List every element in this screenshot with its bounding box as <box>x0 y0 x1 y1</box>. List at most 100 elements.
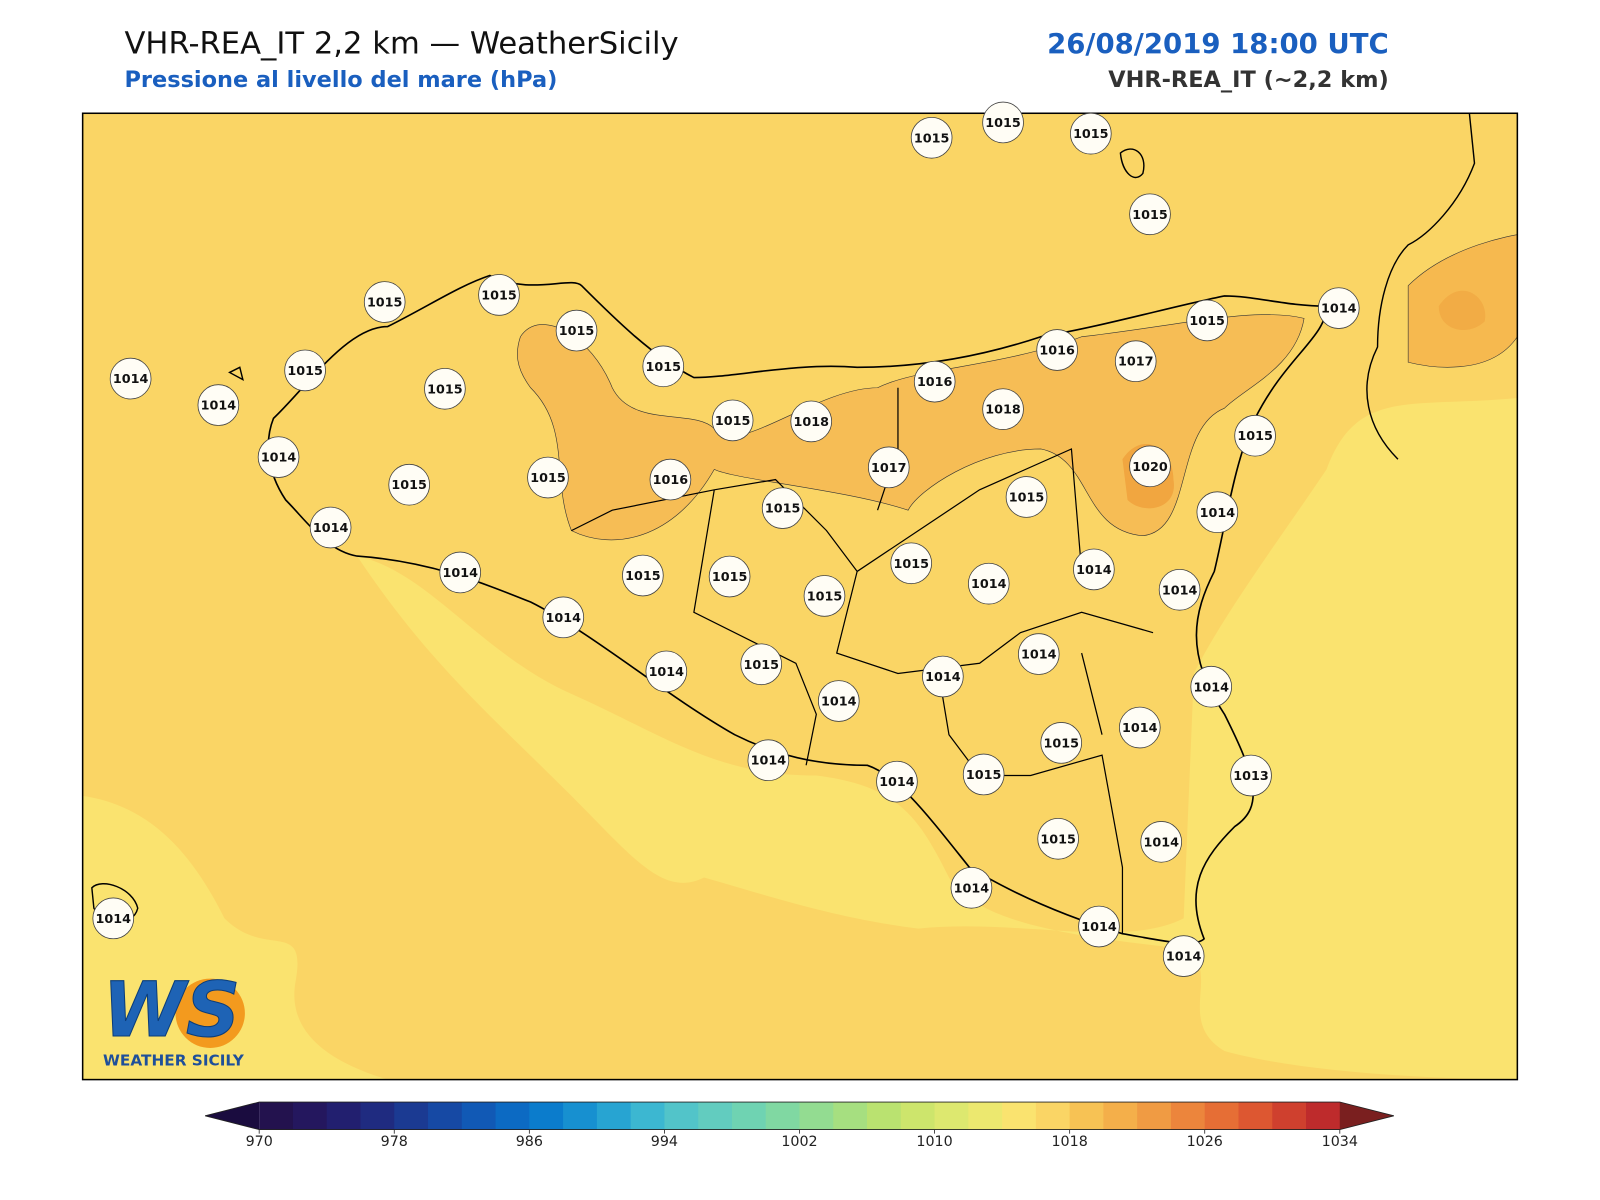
colorbar-bin <box>428 1102 463 1130</box>
station-value: 1014 <box>751 754 787 769</box>
station-value: 1014 <box>1193 680 1229 695</box>
station-value: 1014 <box>821 695 857 710</box>
station-value: 1015 <box>1040 832 1076 847</box>
station-marker <box>257 436 300 478</box>
station-value: 1016 <box>653 473 689 488</box>
colorbar-bin <box>799 1102 834 1130</box>
station-marker <box>439 551 482 594</box>
station-value: 1014 <box>313 521 349 536</box>
station-value: 1014 <box>1166 950 1202 965</box>
station-marker <box>962 753 1005 796</box>
station-value: 1015 <box>807 589 842 604</box>
title: VHR-REA_IT 2,2 km — WeatherSicily <box>124 26 678 61</box>
station-value: 1016 <box>917 375 953 390</box>
colorbar: 970 978 986 994 1002 1010 1018 1026 1034 <box>205 1101 1394 1150</box>
colorbar-over <box>1339 1102 1394 1130</box>
station-value: 1017 <box>871 461 906 476</box>
logo-caption: WEATHER SICILY <box>103 1052 245 1070</box>
station-value: 1015 <box>625 569 661 584</box>
station-value: 1014 <box>201 399 237 414</box>
station-value: 1015 <box>715 414 751 429</box>
station-marker <box>890 542 933 585</box>
station-marker <box>478 274 520 316</box>
colorbar-bin <box>292 1102 328 1130</box>
station-value: 1014 <box>1021 648 1057 663</box>
station-value: 1014 <box>96 912 132 927</box>
station-marker <box>649 458 692 501</box>
colorbar-bin <box>259 1102 294 1130</box>
colorbar-bin <box>833 1102 868 1130</box>
station-marker <box>1036 329 1078 371</box>
colorbar-bin <box>360 1102 395 1130</box>
colorbar-bin <box>1204 1102 1239 1130</box>
logo-sun <box>175 978 245 1048</box>
station-marker <box>1317 287 1360 329</box>
station-marker <box>309 506 352 549</box>
station-marker <box>1073 548 1115 591</box>
colorbar-tick-label: 1018 <box>1051 1134 1087 1150</box>
station-value: 1015 <box>367 296 403 311</box>
station-value: 1014 <box>546 611 582 626</box>
station-value: 1018 <box>793 415 829 430</box>
colorbar-bin <box>495 1102 530 1130</box>
station-marker <box>910 116 953 159</box>
station-value: 1015 <box>391 478 427 493</box>
station-marker <box>1140 821 1183 863</box>
station-marker <box>790 400 833 443</box>
colorbar-bin <box>461 1102 497 1130</box>
colorbar-bin <box>1103 1102 1138 1130</box>
colorbar-bin <box>1238 1102 1273 1130</box>
islands-and-calabria <box>91 113 1476 923</box>
station-value: 1014 <box>1122 721 1158 736</box>
station-value: 1015 <box>530 471 566 486</box>
station-marker <box>1005 476 1048 518</box>
station-marker <box>817 680 860 722</box>
colorbar-bin <box>563 1102 598 1130</box>
station-marker <box>424 367 466 410</box>
station-marker <box>950 866 993 909</box>
station-value: 1014 <box>261 451 297 466</box>
colorbar-bin <box>664 1102 699 1130</box>
station-value: 1014 <box>113 372 149 387</box>
colorbar-bin <box>765 1102 800 1130</box>
colorbar-bin <box>867 1102 902 1130</box>
station-value: 1015 <box>1237 429 1273 444</box>
station-value: 1014 <box>879 775 915 790</box>
station-marker <box>982 388 1024 430</box>
station-marker <box>1230 754 1272 797</box>
station-value: 1015 <box>287 364 323 379</box>
colorbar-tick-label: 1026 <box>1187 1134 1223 1150</box>
station-value: 1017 <box>1118 355 1154 370</box>
station-value: 1015 <box>1073 127 1109 142</box>
province-borders <box>571 387 1154 934</box>
station-marker <box>642 345 685 388</box>
station-marker <box>967 562 1010 605</box>
station-value: 1015 <box>646 360 682 375</box>
station-marker <box>363 281 406 323</box>
station-value: 1015 <box>1043 736 1079 751</box>
station-marker <box>922 655 964 698</box>
station-marker <box>708 555 751 598</box>
station-marker <box>542 596 585 639</box>
colorbar-tick-label: 1002 <box>781 1134 817 1150</box>
station-marker <box>1129 193 1171 236</box>
subtitle: Pressione al livello del mare (hPa) <box>124 67 557 93</box>
station-marker <box>1234 414 1276 457</box>
station-value: 1014 <box>925 670 961 685</box>
station-marker <box>622 554 664 597</box>
date: 26/08/2019 18:00 UTC <box>1047 28 1389 60</box>
colorbar-bin <box>1069 1102 1104 1130</box>
colorbar-bin <box>394 1102 429 1130</box>
colorbar-bin <box>1306 1102 1341 1130</box>
colorbar-bin <box>698 1102 733 1130</box>
station-marker <box>1158 568 1201 611</box>
colorbar-bin <box>1170 1102 1206 1130</box>
station-value: 1015 <box>1132 208 1168 223</box>
station-value: 1015 <box>712 570 748 585</box>
station-marker <box>555 309 598 352</box>
station-value: 1014 <box>1076 563 1112 578</box>
station-marker <box>1129 445 1171 488</box>
station-marker <box>1162 935 1205 977</box>
station-marker <box>1186 299 1228 342</box>
